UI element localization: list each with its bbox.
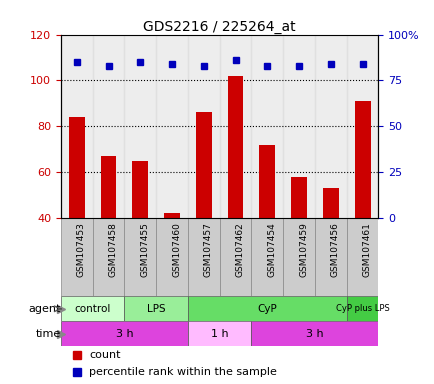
Text: GSM107454: GSM107454 <box>267 222 276 276</box>
Text: count: count <box>89 350 121 360</box>
Bar <box>346 35 378 218</box>
Bar <box>251 321 378 346</box>
Bar <box>314 218 346 296</box>
Bar <box>290 177 306 218</box>
Bar <box>195 113 211 218</box>
Bar <box>187 35 219 218</box>
Bar <box>69 117 85 218</box>
Bar <box>132 161 148 218</box>
Bar <box>156 218 187 296</box>
Text: GSM107455: GSM107455 <box>140 222 149 276</box>
Bar <box>100 156 116 218</box>
Text: CyP: CyP <box>257 304 276 314</box>
Text: GSM107453: GSM107453 <box>77 222 85 276</box>
Bar <box>219 35 251 218</box>
Text: GSM107460: GSM107460 <box>172 222 181 276</box>
Bar <box>92 35 124 218</box>
Bar <box>124 35 156 218</box>
Bar <box>322 188 338 218</box>
Bar <box>164 213 180 218</box>
Text: LPS: LPS <box>147 304 165 314</box>
Bar <box>354 101 370 218</box>
Bar <box>156 35 187 218</box>
Bar <box>92 218 124 296</box>
Title: GDS2216 / 225264_at: GDS2216 / 225264_at <box>143 20 295 33</box>
Text: CyP plus LPS: CyP plus LPS <box>335 304 388 313</box>
Text: GSM107458: GSM107458 <box>108 222 117 276</box>
Text: percentile rank within the sample: percentile rank within the sample <box>89 367 277 377</box>
Bar <box>251 218 283 296</box>
Bar <box>61 321 187 346</box>
Bar <box>346 218 378 296</box>
Bar <box>283 35 314 218</box>
Bar <box>124 218 156 296</box>
Bar <box>124 296 187 321</box>
Text: GSM107462: GSM107462 <box>235 222 244 276</box>
Text: GSM107456: GSM107456 <box>330 222 339 276</box>
Bar <box>251 35 283 218</box>
Bar <box>187 218 219 296</box>
Bar <box>314 35 346 218</box>
Bar <box>259 144 275 218</box>
Bar <box>61 296 124 321</box>
Text: GSM107461: GSM107461 <box>362 222 371 276</box>
Text: GSM107459: GSM107459 <box>299 222 307 276</box>
Bar <box>219 218 251 296</box>
Bar <box>283 218 314 296</box>
Text: 3 h: 3 h <box>306 329 323 339</box>
Bar <box>346 296 378 321</box>
Bar <box>187 296 346 321</box>
Bar <box>61 35 92 218</box>
Text: time: time <box>36 329 61 339</box>
Text: GSM107457: GSM107457 <box>203 222 212 276</box>
Text: 3 h: 3 h <box>115 329 133 339</box>
Bar <box>227 76 243 218</box>
Text: control: control <box>74 304 111 314</box>
Text: agent: agent <box>29 304 61 314</box>
Bar <box>61 218 92 296</box>
Bar <box>187 321 251 346</box>
Text: 1 h: 1 h <box>210 329 228 339</box>
